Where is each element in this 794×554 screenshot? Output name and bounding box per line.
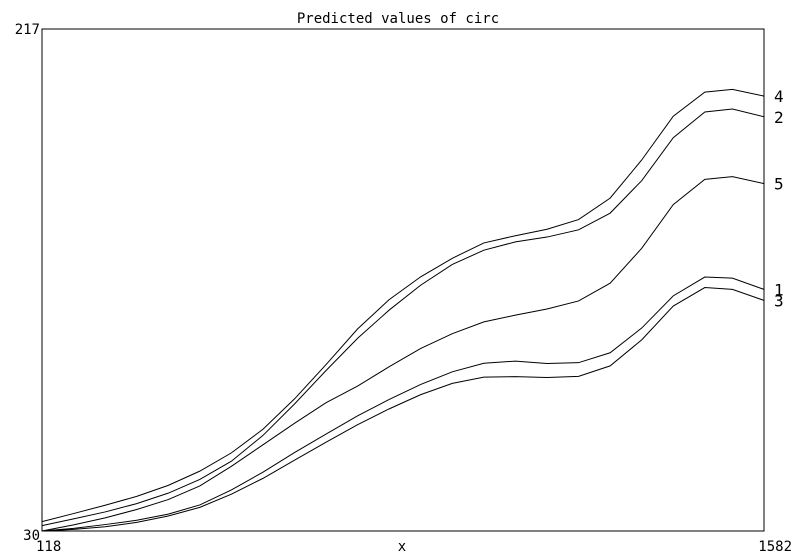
chart-title: Predicted values of circ [297, 11, 499, 27]
x-tick-max: 1582 [758, 539, 792, 554]
x-axis-label: x [398, 539, 406, 554]
series-label-2: 2 [774, 108, 784, 127]
series-label-1: 1 [774, 280, 784, 299]
series-label-3: 3 [774, 291, 784, 310]
y-tick-min: 30 [23, 528, 40, 544]
series-line-2 [41, 108, 765, 527]
series-label-4: 4 [774, 87, 784, 106]
x-tick-min: 118 [36, 539, 61, 554]
plot-frame [41, 28, 765, 532]
series-label-5: 5 [774, 175, 784, 194]
y-tick-max: 217 [15, 22, 40, 38]
series-lines [41, 88, 765, 532]
series-line-3 [41, 287, 765, 532]
series-line-4 [41, 88, 765, 523]
series-line-5 [41, 176, 765, 532]
series-line-1 [41, 276, 765, 532]
series-labels: 1 2 3 4 5 [774, 87, 784, 310]
